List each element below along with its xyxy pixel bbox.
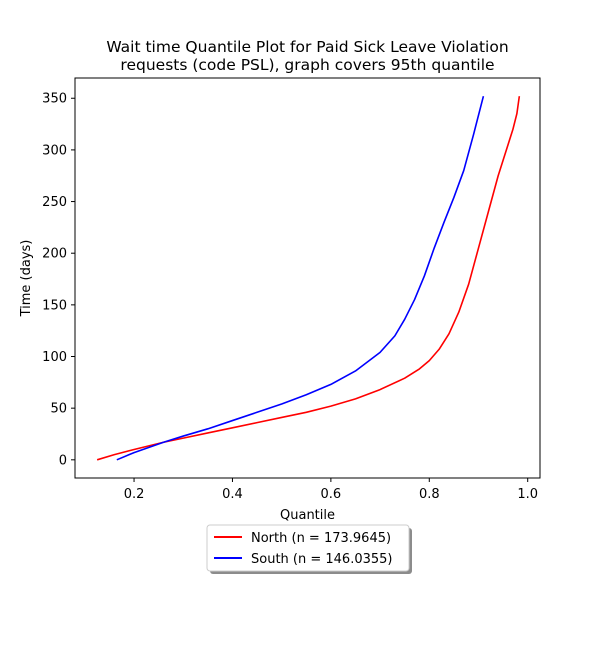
chart-title-line-1: Wait time Quantile Plot for Paid Sick Le… [106,38,508,56]
series-layer [96,95,521,461]
y-axis-ticks: 0 50 100 150 200 250 300 350 [42,92,75,468]
y-tick-label: 200 [42,247,67,262]
x-tick-label: 0.2 [124,487,145,502]
y-tick-label: 100 [42,350,67,365]
y-tick-label: 50 [50,402,67,417]
x-tick-label: 1.0 [517,487,538,502]
x-tick-label: 0.6 [321,487,342,502]
legend-entry-north: North (n = 173.9645) [251,531,391,546]
chart-title: Wait time Quantile Plot for Paid Sick Le… [106,38,508,74]
x-axis-label: Quantile [280,508,335,523]
series-line-south [116,95,485,461]
legend-box [206,524,410,572]
series-line-north [96,96,521,461]
plot-frame [74,77,541,479]
y-axis-label: Time (days) [19,240,34,318]
y-tick-label: 350 [42,92,67,107]
y-tick-label: 150 [42,298,67,313]
y-tick-label: 250 [42,195,67,210]
x-tick-label: 0.4 [222,487,243,502]
y-tick-label: 0 [59,453,67,468]
y-tick-label: 300 [42,143,67,158]
legend-entry-south: South (n = 146.0355) [251,552,392,567]
legend: North (n = 173.9645) South (n = 146.0355… [206,524,412,574]
x-axis-ticks: 0.2 0.4 0.6 0.8 1.0 [124,478,538,502]
chart-title-line-2: requests (code PSL), graph covers 95th q… [120,56,494,74]
x-tick-label: 0.8 [419,487,440,502]
